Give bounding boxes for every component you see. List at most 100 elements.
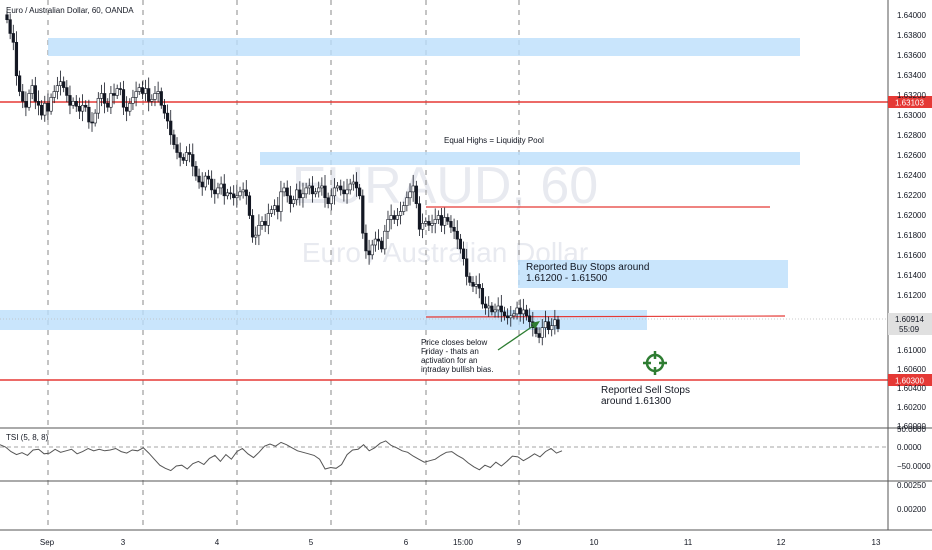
candle[interactable] xyxy=(282,182,286,197)
candle[interactable] xyxy=(62,76,66,93)
candle[interactable] xyxy=(247,191,252,220)
candle[interactable] xyxy=(165,104,170,129)
candle[interactable] xyxy=(33,76,37,110)
candle[interactable] xyxy=(235,184,239,208)
candle[interactable] xyxy=(310,176,315,203)
candle[interactable] xyxy=(250,209,255,243)
candle[interactable] xyxy=(537,327,541,344)
candle[interactable] xyxy=(58,70,63,96)
candle[interactable] xyxy=(436,210,440,225)
candle[interactable] xyxy=(540,318,544,346)
candle[interactable] xyxy=(307,178,311,195)
candle[interactable] xyxy=(543,310,548,338)
candle[interactable] xyxy=(483,296,488,315)
candle[interactable] xyxy=(455,220,459,250)
candle[interactable] xyxy=(402,201,406,216)
candle[interactable] xyxy=(147,77,151,112)
candle[interactable] xyxy=(84,100,88,112)
candle[interactable] xyxy=(358,183,362,200)
level-line-friday[interactable] xyxy=(425,315,786,318)
candle[interactable] xyxy=(285,180,289,203)
zone-current[interactable] xyxy=(0,310,647,330)
candle[interactable] xyxy=(184,146,189,167)
candle[interactable] xyxy=(528,308,532,329)
candle[interactable] xyxy=(137,83,141,96)
candle[interactable] xyxy=(206,169,211,185)
candle[interactable] xyxy=(474,275,478,295)
candle[interactable] xyxy=(128,98,132,116)
candle[interactable] xyxy=(499,294,503,322)
candle[interactable] xyxy=(304,182,308,199)
candle[interactable] xyxy=(140,81,144,100)
candle[interactable] xyxy=(257,214,261,246)
candle[interactable] xyxy=(222,174,226,205)
candle[interactable] xyxy=(11,24,15,51)
candle[interactable] xyxy=(345,178,349,204)
candle[interactable] xyxy=(553,309,557,335)
candle[interactable] xyxy=(159,87,163,109)
zone-upper[interactable] xyxy=(48,38,800,56)
candle[interactable] xyxy=(169,110,173,145)
candle[interactable] xyxy=(471,276,475,292)
candle[interactable] xyxy=(266,203,270,235)
candle[interactable] xyxy=(301,182,305,208)
candle[interactable] xyxy=(263,213,267,233)
candle[interactable] xyxy=(276,196,280,220)
candle[interactable] xyxy=(77,97,82,119)
zone-equal-highs[interactable] xyxy=(260,152,800,165)
price-pane[interactable] xyxy=(0,0,888,428)
candle[interactable] xyxy=(332,178,337,205)
candle[interactable] xyxy=(556,315,560,333)
candle[interactable] xyxy=(433,208,437,234)
candle[interactable] xyxy=(203,172,207,191)
candle[interactable] xyxy=(55,76,59,100)
candle[interactable] xyxy=(320,177,324,196)
candle[interactable] xyxy=(134,81,138,107)
candle[interactable] xyxy=(386,210,390,240)
candle[interactable] xyxy=(395,207,400,227)
candle[interactable] xyxy=(90,112,94,132)
candle[interactable] xyxy=(449,215,453,233)
candle[interactable] xyxy=(524,304,529,321)
candle[interactable] xyxy=(370,239,374,260)
candle[interactable] xyxy=(521,298,525,324)
candle[interactable] xyxy=(354,172,359,197)
candle[interactable] xyxy=(80,94,85,122)
candle[interactable] xyxy=(178,142,182,167)
candle[interactable] xyxy=(36,90,41,116)
candle[interactable] xyxy=(87,99,91,129)
candle[interactable] xyxy=(103,82,107,114)
candle[interactable] xyxy=(17,70,22,97)
target-icon[interactable] xyxy=(643,351,667,375)
candle[interactable] xyxy=(71,97,75,109)
candle[interactable] xyxy=(439,207,444,233)
candle[interactable] xyxy=(364,224,368,259)
candle[interactable] xyxy=(68,85,72,115)
candle[interactable] xyxy=(408,183,412,206)
candle[interactable] xyxy=(175,137,179,160)
candle[interactable] xyxy=(496,297,500,318)
candle[interactable] xyxy=(351,174,355,191)
candle[interactable] xyxy=(380,237,384,253)
candle[interactable] xyxy=(323,174,327,208)
candle[interactable] xyxy=(512,309,516,320)
zone-buy-stops[interactable] xyxy=(518,260,788,288)
candle[interactable] xyxy=(506,308,510,325)
candle[interactable] xyxy=(213,178,217,204)
candle[interactable] xyxy=(191,143,195,177)
candle[interactable] xyxy=(411,174,415,202)
candle[interactable] xyxy=(515,301,519,320)
candle[interactable] xyxy=(109,85,113,114)
candle[interactable] xyxy=(99,84,104,107)
candle[interactable] xyxy=(298,181,302,206)
candle[interactable] xyxy=(181,153,185,164)
candle[interactable] xyxy=(210,170,214,198)
candle[interactable] xyxy=(194,161,198,181)
candle[interactable] xyxy=(546,316,551,335)
candle[interactable] xyxy=(52,85,56,104)
candle[interactable] xyxy=(93,109,97,127)
candle[interactable] xyxy=(260,216,264,230)
candle[interactable] xyxy=(5,10,9,24)
candle[interactable] xyxy=(216,182,220,199)
